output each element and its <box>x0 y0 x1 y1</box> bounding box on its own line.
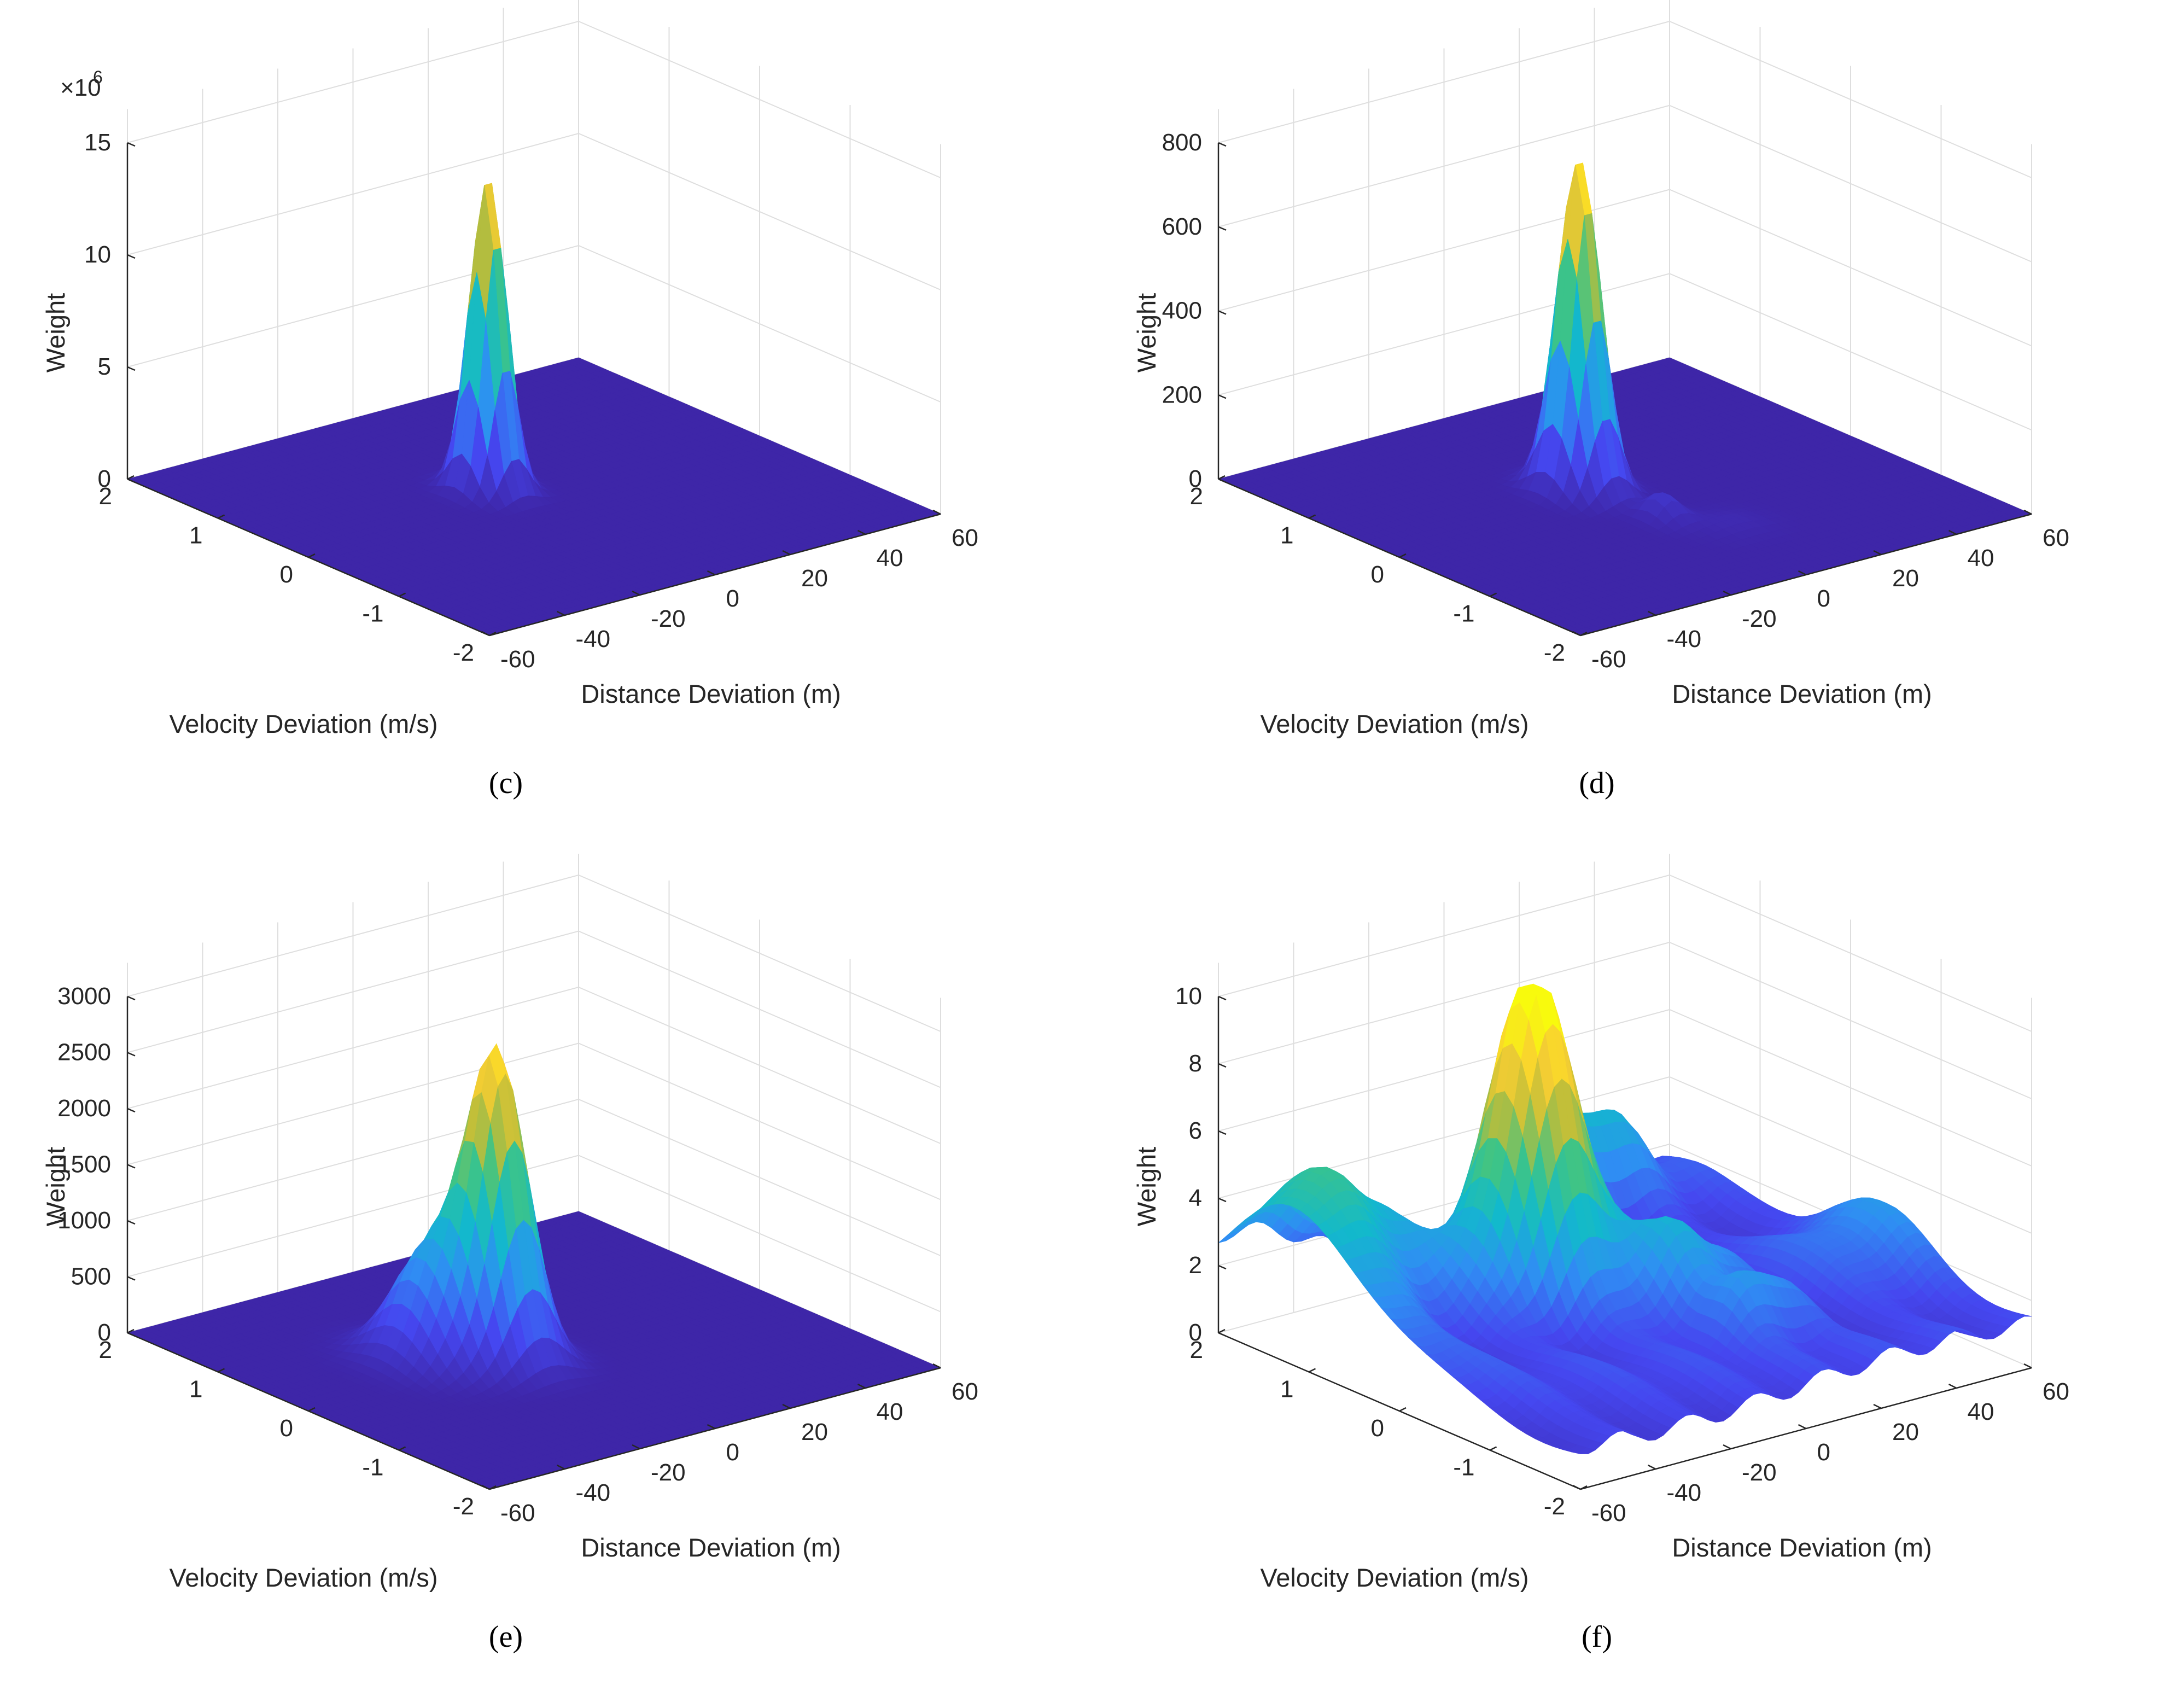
x-tick <box>1647 610 1656 616</box>
z-tick <box>127 366 136 371</box>
y-tick-label: 2 <box>99 483 112 510</box>
y-tick-label: -2 <box>453 639 474 666</box>
x-tick <box>1723 590 1731 596</box>
panel-c: 0 5 10 15 2 1 0 -1 -2 -60 -40 -20 0 20 40 60 ×10 6 Weight V… <box>0 0 1091 854</box>
z-tick <box>1218 310 1227 315</box>
y-tick <box>217 514 225 519</box>
z-tick-label: 200 <box>1162 381 1202 408</box>
z-tick <box>1218 226 1227 231</box>
x-tick-label: -60 <box>500 646 535 673</box>
x-tick <box>1798 570 1807 576</box>
z-tick-label: 0 <box>1189 465 1202 492</box>
exponent-power: 6 <box>93 67 103 87</box>
y-axis-label: Velocity Deviation (m/s) <box>1260 709 1528 738</box>
x-axis-label: Distance Deviation (m) <box>581 679 841 708</box>
y-tick-label: -1 <box>1453 601 1474 627</box>
panel-e: 0 500 1000 1500 2000 2500 3000 2 1 0 -1 -2 -60 -40 -20… <box>0 854 1091 1708</box>
z-tick <box>1218 142 1227 147</box>
x-tick <box>1873 550 1882 556</box>
z-tick-label: 0 <box>98 465 111 492</box>
z-tick <box>127 142 136 147</box>
panel-caption: (d) <box>1579 766 1614 800</box>
panel-caption: (c) <box>489 766 523 800</box>
y-tick-label: -1 <box>362 601 383 627</box>
x-tick-label: 60 <box>952 524 978 551</box>
exponent-label: ×10 <box>60 74 101 101</box>
axis-lines-d: 0 200 400 600 800 2 1 0 -1 -2 -60 -40 -20 0 20 40 60 Weig… <box>1132 129 2069 800</box>
y-tick <box>127 475 135 480</box>
z-tick-label: 800 <box>1162 129 1202 156</box>
x-tick-label: -60 <box>1591 646 1626 673</box>
z-tick-label: 600 <box>1162 213 1202 240</box>
x-tick <box>857 529 866 535</box>
y-tick <box>1218 475 1226 480</box>
x-tick-label: 20 <box>1892 565 1919 592</box>
z-grid-line <box>127 20 941 178</box>
y-tick-label: 2 <box>1190 483 1203 510</box>
x-tick <box>632 590 640 596</box>
y-tick-label: 0 <box>280 561 293 588</box>
x-tick <box>1948 529 1957 535</box>
z-tick-label: 10 <box>84 241 111 268</box>
y-tick <box>1308 514 1316 519</box>
z-axis-label: Weight <box>1132 293 1161 372</box>
z-tick-label: 400 <box>1162 298 1202 324</box>
y-tick-label: -2 <box>1544 639 1565 666</box>
z-axis-label: Weight <box>41 293 70 372</box>
surface-c <box>126 183 942 636</box>
y-tick <box>489 631 497 637</box>
z-tick-label: 5 <box>98 353 111 380</box>
x-tick <box>1572 631 1581 637</box>
surface-plot-d: 0 200 400 600 800 2 1 0 -1 -2 -60 -40 -20 0 20 40 60 Weig… <box>1132 0 2069 800</box>
x-tick-label: 60 <box>2043 524 2069 551</box>
y-tick <box>308 553 316 558</box>
z-tick-label: 15 <box>84 129 111 156</box>
x-tick <box>481 631 490 637</box>
z-grid-line <box>127 1042 941 1200</box>
surface-d <box>1217 162 2033 636</box>
panel-d: 0 200 400 600 800 2 1 0 -1 -2 -60 -40 -20 0 20 40 60 Weig… <box>1091 0 2182 854</box>
x-tick-label: 40 <box>1968 545 1994 572</box>
x-tick-label: -20 <box>651 605 686 632</box>
x-tick-label: 0 <box>726 585 739 612</box>
z-tick <box>1218 478 1227 483</box>
y-tick <box>398 592 406 597</box>
z-grid-line <box>127 874 941 1032</box>
x-tick <box>932 509 941 515</box>
y-tick-label: 1 <box>1280 522 1293 549</box>
x-tick-label: -40 <box>576 626 611 652</box>
x-tick <box>782 550 791 556</box>
x-tick-label: -40 <box>1667 626 1702 652</box>
y-axis-label: Velocity Deviation (m/s) <box>169 709 437 738</box>
x-axis-label: Distance Deviation (m) <box>1672 679 1932 708</box>
z-tick <box>127 478 136 483</box>
y-tick <box>1489 592 1497 597</box>
x-tick-label: 0 <box>1817 585 1830 612</box>
z-tick <box>1218 394 1227 399</box>
surface-e <box>126 1043 942 1490</box>
z-grid-line <box>1218 20 2032 178</box>
y-tick <box>1580 631 1588 637</box>
z-grid-line <box>127 986 941 1144</box>
x-tick-label: -20 <box>1742 605 1777 632</box>
z-grid-line <box>127 930 941 1088</box>
y-tick-label: 1 <box>189 522 202 549</box>
x-tick-label: 20 <box>801 565 828 592</box>
x-tick <box>707 570 716 576</box>
z-tick <box>127 254 136 259</box>
z-grid-line <box>127 132 941 290</box>
x-tick <box>556 610 565 616</box>
x-tick-label: 40 <box>877 545 903 572</box>
y-tick-label: 0 <box>1371 561 1384 588</box>
z-grid-line <box>1218 189 2032 347</box>
axes-group-c <box>127 0 941 515</box>
x-tick <box>2023 509 2032 515</box>
z-grid-line <box>1218 104 2032 263</box>
y-tick <box>1399 553 1407 558</box>
